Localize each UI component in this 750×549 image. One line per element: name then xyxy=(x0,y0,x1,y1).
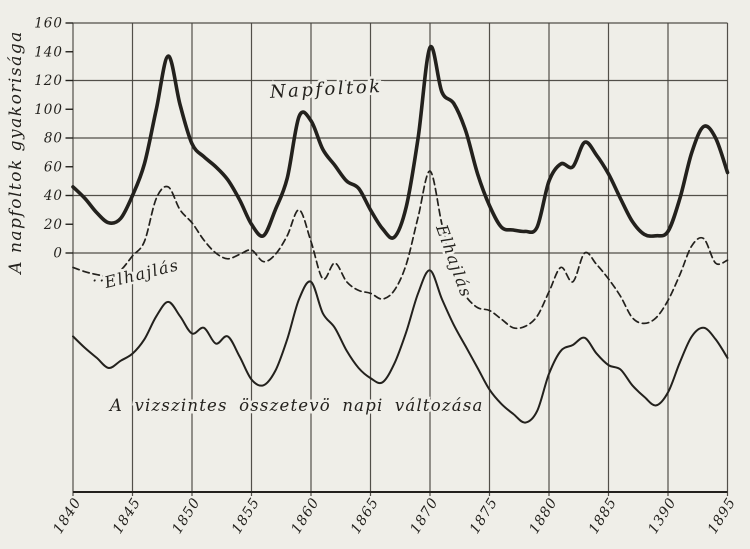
curves-layer xyxy=(71,44,730,424)
y-axis-tick-label: 80 xyxy=(44,131,63,147)
y-axis-tick-label: 20 xyxy=(43,217,63,233)
horizontal-component-curve xyxy=(72,269,729,424)
y-axis-tick-label: 0 xyxy=(53,246,63,262)
napfoltok-curve xyxy=(71,44,730,240)
elhajlas-curve xyxy=(72,170,729,330)
y-axis-title: A napfoltok gyakorisága xyxy=(6,30,26,275)
y-axis-tick-label: 160 xyxy=(34,16,63,32)
y-axis-tick-label: 40 xyxy=(43,188,63,204)
y-axis-tick-label: 120 xyxy=(34,73,63,89)
y-axis-tick-label: 60 xyxy=(44,159,63,175)
elhajlas-leader-dots: ·· xyxy=(92,271,106,290)
grid-layer xyxy=(65,22,729,496)
y-axis-tick-label: 100 xyxy=(34,102,63,118)
bottom-caption: A vizszintes összetevö napi változása xyxy=(108,396,484,415)
y-axis-tick-label: 140 xyxy=(34,44,63,60)
